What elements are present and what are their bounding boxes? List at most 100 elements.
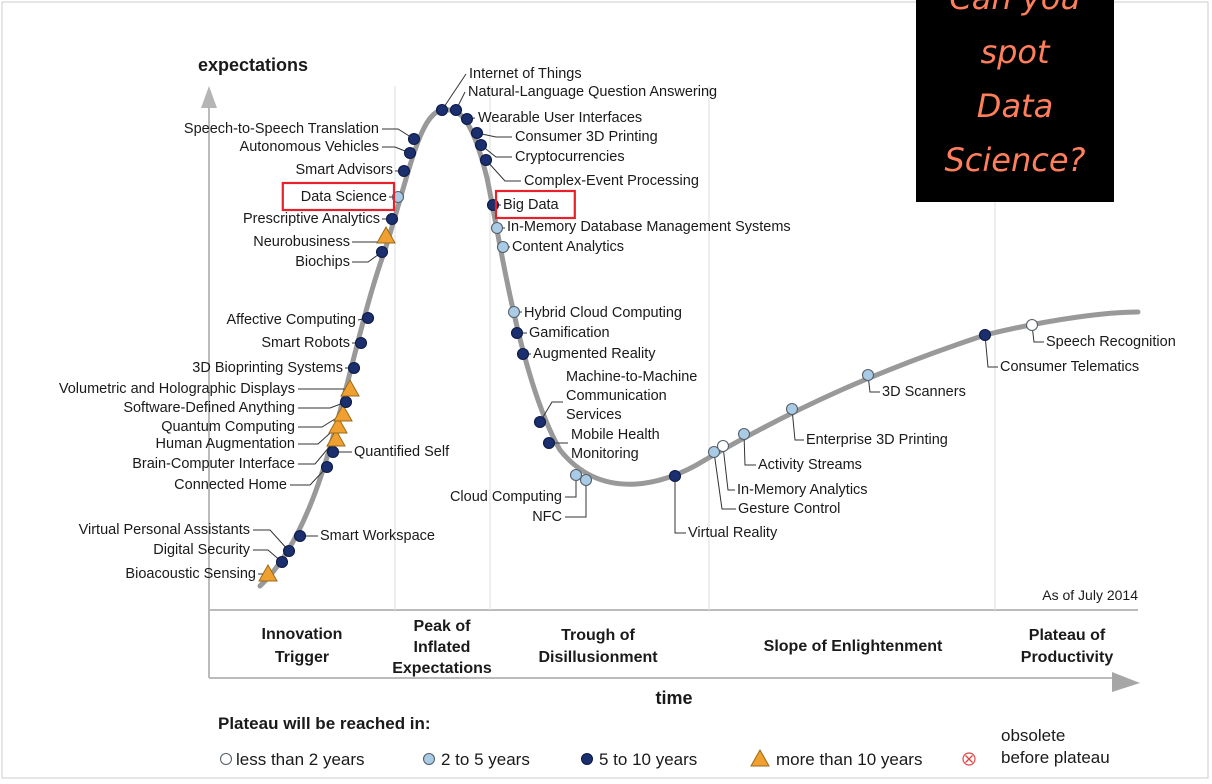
leader-line: [674, 476, 686, 534]
5-to-10-years-marker: [339, 395, 353, 409]
x-axis-label: time: [655, 688, 692, 708]
technology-label: Smart Advisors: [296, 162, 394, 178]
2-to-5-years-marker: [579, 473, 593, 487]
5-to-10-years-marker: [361, 311, 375, 325]
technology-label: Prescriptive Analytics: [243, 211, 380, 227]
5-to-10-years-marker: [542, 436, 556, 450]
callout-box: Can you spot Data Science?: [916, 0, 1114, 202]
callout-line: Data: [976, 87, 1054, 125]
5-to-10-years-marker: [668, 469, 682, 483]
technology-label: Augmented Reality: [533, 346, 656, 362]
phase-label: Productivity: [1021, 649, 1114, 666]
technology-label: In-Memory Analytics: [737, 482, 868, 498]
5-to-10-years-marker: [326, 445, 340, 459]
technology-label: Machine-to-Machine: [566, 369, 697, 385]
phase-label: Innovation: [262, 626, 343, 643]
leader-line: [382, 128, 415, 140]
leader-line: [253, 529, 290, 552]
legend-label: 5 to 10 years: [599, 750, 697, 769]
technology-label: 3D Scanners: [882, 384, 966, 400]
2-to-5-years-marker: [391, 190, 405, 204]
technology-label: Virtual Personal Assistants: [79, 522, 250, 538]
y-axis-arrow-icon: [201, 86, 217, 108]
technology-label: Services: [566, 407, 622, 423]
2-to-5-years-marker: [737, 427, 751, 441]
technology-label: Big Data: [503, 197, 560, 213]
leader-line: [565, 475, 577, 498]
technology-label: Neurobusiness: [253, 234, 350, 250]
leader-line: [298, 438, 337, 465]
technology-label: Smart Workspace: [320, 528, 435, 544]
technology-label: Data Science: [301, 189, 387, 205]
technology-label: Gesture Control: [738, 501, 840, 517]
leader-line: [480, 144, 512, 158]
5-to-10-years-marker: [275, 555, 289, 569]
5-to-10-years-marker: [533, 415, 547, 429]
2-to-5-years-marker: [861, 368, 875, 382]
more-than-10-years-marker: [326, 428, 346, 447]
technology-label: Consumer Telematics: [1000, 359, 1139, 375]
legend-label: 2 to 5 years: [441, 750, 530, 769]
technology-label: Digital Security: [153, 542, 250, 558]
technology-label: Quantified Self: [354, 444, 450, 460]
technology-label: Brain-Computer Interface: [132, 456, 295, 472]
5-to-10-years-marker: [479, 153, 493, 167]
legend-more-than-10-years-icon: [750, 748, 770, 767]
legend-2to5-icon: [422, 752, 436, 766]
highlight-box: [281, 181, 396, 212]
technology-label: Enterprise 3D Printing: [806, 432, 948, 448]
5-to-10-years-marker: [354, 336, 368, 350]
technology-label: Autonomous Vehicles: [240, 139, 379, 155]
callout-line: Science?: [944, 141, 1086, 179]
2-to-5-years-marker: [707, 445, 721, 459]
leader-line: [485, 159, 521, 182]
leader-line: [713, 451, 736, 510]
technology-label: Cryptocurrencies: [515, 149, 625, 165]
technology-label: Activity Streams: [758, 457, 862, 473]
y-axis-label: expectations: [198, 55, 308, 75]
2-to-5-years-marker: [496, 240, 510, 254]
leader-line: [253, 549, 283, 563]
technology-label: 3D Bioprinting Systems: [192, 360, 343, 376]
more-than-10-years-marker: [258, 563, 278, 582]
leader-line: [984, 334, 998, 368]
legend-label: more than 10 years: [776, 750, 922, 769]
5-to-10-years-marker: [397, 164, 411, 178]
phase-label: Plateau of: [1029, 627, 1106, 644]
5-to-10-years-marker: [460, 112, 474, 126]
leader-line: [743, 433, 756, 466]
technology-label: Biochips: [295, 254, 350, 270]
5-to-10-years-marker: [347, 361, 361, 375]
leader-line: [476, 132, 512, 138]
technology-label: Speech Recognition: [1046, 334, 1176, 350]
5-to-10-years-marker: [407, 132, 421, 146]
legend-label: less than 2 years: [236, 750, 365, 769]
legend-5to10-icon: [580, 752, 594, 766]
leader-line: [722, 445, 735, 491]
leader-line: [791, 408, 804, 441]
legend-lt2-icon: [219, 752, 233, 766]
phase-label: Inflated: [414, 639, 471, 656]
technology-label: Monitoring: [571, 446, 639, 462]
legend-obsolete-cross-icon: [965, 755, 973, 763]
phase-label: Expectations: [392, 660, 492, 677]
legend-title: Plateau will be reached in:: [218, 714, 431, 733]
5-to-10-years-marker: [510, 326, 524, 340]
technology-label: Consumer 3D Printing: [515, 129, 658, 145]
2-to-5-years-marker: [507, 305, 521, 319]
5-to-10-years-marker: [516, 347, 530, 361]
technology-label: Connected Home: [174, 477, 287, 493]
5-to-10-years-marker: [282, 544, 296, 558]
technology-label: Hybrid Cloud Computing: [524, 305, 682, 321]
5-to-10-years-marker: [385, 212, 399, 226]
5-to-10-years-marker: [403, 146, 417, 160]
x-axis-arrow-icon: [1112, 672, 1140, 692]
more-than-10-years-marker: [340, 378, 360, 397]
more-than-10-years-marker: [376, 225, 396, 244]
5-to-10-years-marker: [375, 245, 389, 259]
technology-label: Speech-to-Speech Translation: [184, 121, 379, 137]
leader-line: [539, 401, 563, 423]
technology-label: Natural-Language Question Answering: [468, 84, 717, 100]
technology-label: Gamification: [529, 325, 610, 341]
5-to-10-years-marker: [978, 328, 992, 342]
